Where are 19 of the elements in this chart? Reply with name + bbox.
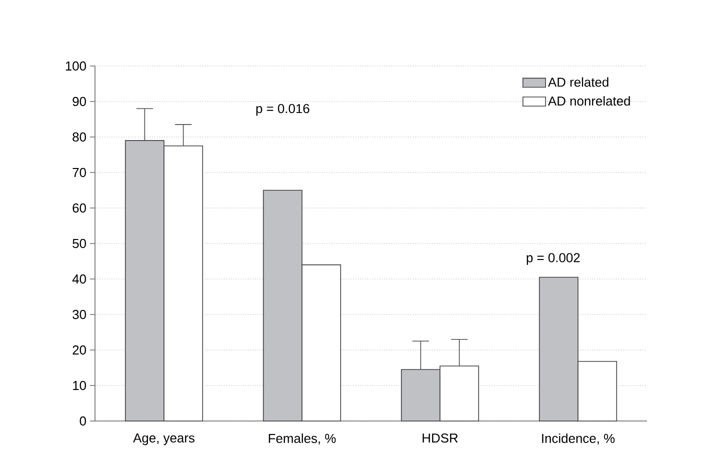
y-tick-label: 60 bbox=[72, 203, 86, 213]
y-tick-label: 40 bbox=[72, 274, 86, 284]
x-tick-label: Females, % bbox=[268, 433, 336, 445]
y-tick-label: 70 bbox=[72, 168, 86, 178]
y-tick-label: 90 bbox=[72, 96, 86, 106]
x-tick-label: HDSR bbox=[422, 433, 458, 443]
y-tick-label: 20 bbox=[72, 345, 86, 355]
annotation: p = 0.016 bbox=[256, 104, 310, 116]
x-tick-label: Age, years bbox=[133, 433, 194, 446]
y-tick-label: 80 bbox=[72, 132, 86, 142]
y-tick-label: 10 bbox=[73, 380, 86, 390]
annotation: p = 0.002 bbox=[526, 253, 580, 265]
legend-label: AD related bbox=[548, 77, 608, 87]
y-tick-label: 30 bbox=[72, 310, 86, 320]
y-tick-label: 50 bbox=[72, 238, 86, 248]
x-tick-label: Incidence, % bbox=[542, 433, 615, 445]
y-tick-label: 100 bbox=[66, 61, 86, 71]
legend-label: AD nonrelated bbox=[548, 96, 630, 106]
y-tick-label: 0 bbox=[80, 416, 86, 426]
